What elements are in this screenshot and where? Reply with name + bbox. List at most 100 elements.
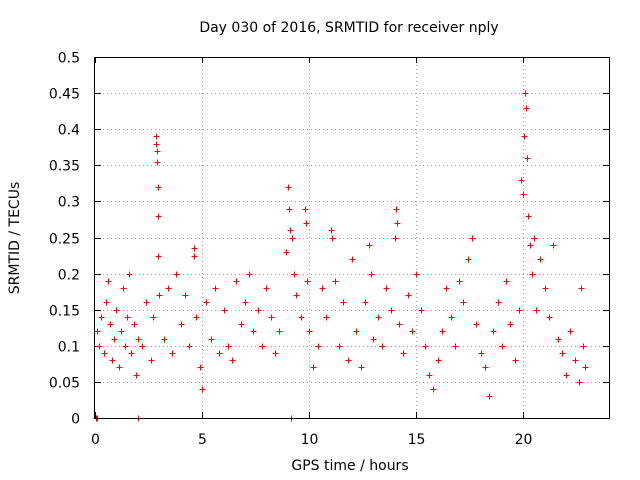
data-point <box>529 271 536 278</box>
data-point <box>482 364 489 371</box>
data-point <box>516 307 523 314</box>
data-point <box>150 314 157 321</box>
data-point <box>521 133 528 140</box>
y-tick-label: 0 <box>71 412 80 428</box>
data-point <box>302 206 309 213</box>
data-point <box>153 141 160 148</box>
data-point <box>332 278 339 285</box>
y-tick-label: 0.35 <box>49 159 80 175</box>
data-point <box>405 292 412 299</box>
grid <box>95 57 609 418</box>
data-point <box>225 343 232 350</box>
data-point <box>98 314 105 321</box>
data-point <box>383 285 390 292</box>
data-point <box>131 321 138 328</box>
data-point <box>523 105 530 112</box>
data-point <box>133 372 140 379</box>
data-point <box>456 278 463 285</box>
data-point <box>263 285 270 292</box>
data-point <box>580 343 587 350</box>
data-point <box>286 206 293 213</box>
data-point <box>448 314 455 321</box>
data-point <box>276 328 283 335</box>
data-point <box>291 271 298 278</box>
data-point <box>522 90 529 97</box>
y-tick-label: 0.45 <box>49 87 80 103</box>
x-tick-label: 15 <box>408 432 426 448</box>
data-point <box>154 159 161 166</box>
data-point <box>567 328 574 335</box>
data-point <box>199 386 206 393</box>
data-point <box>191 245 198 252</box>
data-point <box>191 253 198 260</box>
data-point <box>524 155 531 162</box>
data-points <box>93 90 589 422</box>
data-point <box>576 379 583 386</box>
data-point <box>113 307 120 314</box>
data-point <box>572 357 579 364</box>
data-point <box>422 343 429 350</box>
data-point <box>289 235 296 242</box>
data-point <box>128 350 135 357</box>
data-point <box>155 253 162 260</box>
data-point <box>304 278 311 285</box>
data-point <box>116 364 123 371</box>
data-point <box>336 343 343 350</box>
data-point <box>283 249 290 256</box>
data-point <box>165 285 172 292</box>
data-point <box>394 220 401 227</box>
data-point <box>393 206 400 213</box>
data-point <box>469 235 476 242</box>
data-point <box>306 328 313 335</box>
data-point <box>537 256 544 263</box>
data-point <box>208 336 215 343</box>
data-point <box>345 357 352 364</box>
data-point <box>250 328 257 335</box>
data-point <box>173 271 180 278</box>
data-point <box>143 299 150 306</box>
x-tick-label: 10 <box>301 432 319 448</box>
y-tick-label: 0.3 <box>58 195 80 211</box>
data-point <box>285 184 292 191</box>
data-point <box>216 350 223 357</box>
data-point <box>368 271 375 278</box>
data-point <box>319 285 326 292</box>
data-point <box>418 307 425 314</box>
data-point <box>310 364 317 371</box>
data-point <box>518 177 525 184</box>
data-point <box>182 292 189 299</box>
data-point <box>490 328 497 335</box>
data-point <box>353 328 360 335</box>
data-point <box>388 307 395 314</box>
data-point <box>303 220 310 227</box>
data-point <box>426 372 433 379</box>
data-point <box>578 285 585 292</box>
data-point <box>120 285 127 292</box>
data-point <box>315 343 322 350</box>
data-point <box>559 350 566 357</box>
data-point <box>242 299 249 306</box>
y-axis-label: SRMTID / TECUs <box>7 182 23 295</box>
data-point <box>443 285 450 292</box>
data-point <box>533 307 540 314</box>
data-point <box>396 321 403 328</box>
data-point <box>96 343 103 350</box>
data-point <box>169 350 176 357</box>
data-point <box>473 321 480 328</box>
data-point <box>555 336 562 343</box>
data-point <box>328 227 335 234</box>
data-point <box>362 299 369 306</box>
y-tick-label: 0.4 <box>58 123 80 139</box>
data-point <box>349 256 356 263</box>
y-tick-label: 0.05 <box>49 376 80 392</box>
data-point <box>495 299 502 306</box>
data-point <box>118 328 125 335</box>
data-point <box>186 343 193 350</box>
y-tick-label: 0.25 <box>49 232 80 248</box>
data-point <box>379 343 386 350</box>
data-point <box>375 314 382 321</box>
x-tick-label: 20 <box>515 432 533 448</box>
data-point <box>233 278 240 285</box>
data-point <box>272 350 279 357</box>
